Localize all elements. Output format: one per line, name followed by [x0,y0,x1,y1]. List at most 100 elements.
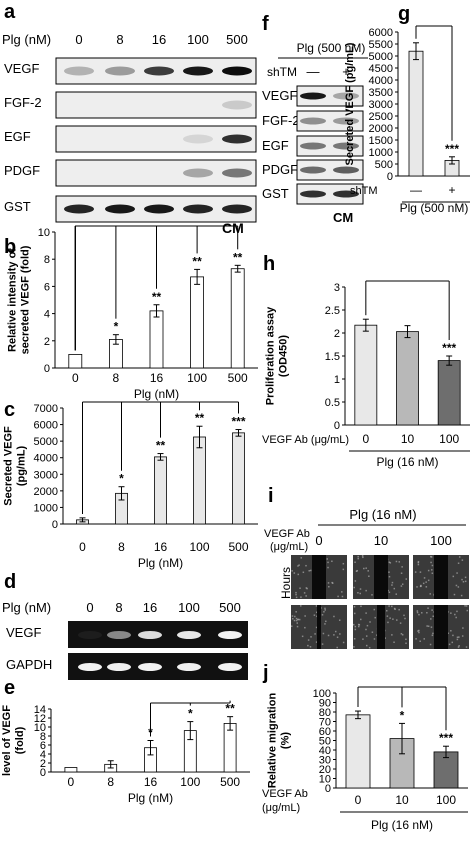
cell-speck [307,644,309,647]
panel-f-letter: f [262,13,269,35]
cell-speck [417,561,420,564]
panel-f-footer: CM [333,210,353,225]
cell-speck [453,593,456,596]
blot-strip [296,135,364,157]
cell-speck [461,559,464,561]
cell-speck [367,570,369,572]
bar [345,714,371,789]
protein-band [183,168,213,178]
cell-speck [403,614,405,617]
cell-speck [389,617,391,619]
cell-speck [456,636,459,639]
protein-band [333,190,359,198]
cell-speck [333,634,335,636]
cell-speck [300,557,303,559]
y-tick-label: 0 [325,783,331,795]
cell-speck [308,570,310,572]
y-tick-label: 2000 [369,123,393,135]
chart-b: b 0 2 4 6 8 10 Relative intensity of secreted VE… [4,225,258,401]
cell-speck [400,572,403,574]
cell-speck [418,631,420,634]
row-label: VEGF Ab (μg/mL) [262,434,349,446]
y-tick-label: 1000 [369,147,393,159]
cell-speck [313,614,316,616]
row-label: VEGF Ab [262,788,308,800]
cell-speck [310,636,312,638]
protein-band [300,190,326,198]
significance-marker: * [188,707,193,721]
y-axis-label: Secreted VEGF [3,426,15,506]
cell-speck [432,632,434,635]
cell-speck [395,560,398,563]
y-tick-label: 3000 [34,469,58,481]
y-tick-label: 20 [319,764,331,776]
panel-a-dose-label: 0 [75,32,82,47]
cell-speck [455,584,458,587]
row-label: shTM [350,185,378,197]
cell-speck [462,627,464,629]
cell-speck [359,592,361,595]
cell-speck [360,605,362,608]
cell-speck [417,630,419,632]
cell-speck [291,615,294,617]
cell-speck [455,616,457,619]
cell-speck [456,572,458,574]
panel-f-row-label: PDGF [262,162,298,177]
cell-speck [324,607,326,610]
cell-speck [421,612,423,614]
cell-speck [298,564,300,566]
protein-band [300,117,326,125]
panel-d: d Plg (nM) 0 8 16 100 500 VEGF GAPDH [2,571,248,680]
y-axis-label: Relative intensity of [7,248,19,352]
cell-speck [300,605,302,607]
panel-a-row-label: EGF [4,129,31,144]
cell-speck [297,618,299,621]
dna-band [107,631,131,639]
y-axis-label: level of VEGF [1,705,13,776]
y-axis-label: (%) [280,732,292,749]
cell-speck [415,638,417,640]
panel-i-dose-label: 0 [315,533,322,548]
panel-d-row-label: GAPDH [6,657,52,672]
cell-speck [295,611,297,613]
y-tick-label: 3 [334,282,340,294]
cell-speck [457,646,460,648]
cell-speck [342,562,345,565]
cell-speck [365,644,368,647]
cell-speck [334,630,337,633]
panel-d-dose-label: 16 [143,600,157,615]
cell-speck [461,578,463,581]
x-tick-label: 100 [439,432,459,446]
cell-speck [341,595,344,598]
cell-speck [388,591,391,594]
bar [396,331,419,426]
bar [64,767,78,773]
blot-strip [296,183,364,205]
cell-speck [354,628,357,631]
x-tick-label: 8 [113,371,120,385]
protein-band [333,92,359,100]
cell-speck [321,614,324,616]
y-axis-label-group: Proliferation assay (OD450) [265,306,290,405]
cell-speck [384,637,386,639]
cell-speck [353,586,355,589]
y-axis-label: (OD450) [278,335,290,378]
x-tick-label: 100 [180,775,200,789]
panel-letter: e [4,677,15,699]
x-tick-label: 0 [79,540,86,554]
y-axis-label-group: Relative intensity of secreted VEGF (fold… [7,245,32,354]
cell-speck [451,641,454,644]
panel-a-row-label: PDGF [4,163,40,178]
y-axis-label: Relative migration [267,693,279,789]
panel-letter: g [398,3,410,25]
x-axis-label: Plg (nM) [138,556,183,570]
cell-speck [456,638,459,641]
y-axis-label: (fold) [14,726,26,754]
y-tick-label: 2 [334,328,340,340]
cell-speck [305,587,308,589]
protein-band [105,204,135,214]
cell-speck [365,589,367,592]
significance-marker: *** [439,731,453,745]
panel-d-header: Plg (nM) [2,600,51,615]
dna-band [218,663,242,671]
